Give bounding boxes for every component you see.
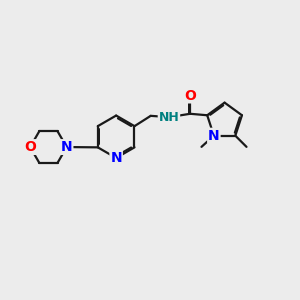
Text: N: N — [208, 129, 220, 143]
Text: NH: NH — [159, 111, 179, 124]
Text: N: N — [61, 140, 73, 154]
Text: N: N — [110, 151, 122, 165]
Text: O: O — [184, 88, 196, 103]
Text: O: O — [24, 140, 36, 154]
